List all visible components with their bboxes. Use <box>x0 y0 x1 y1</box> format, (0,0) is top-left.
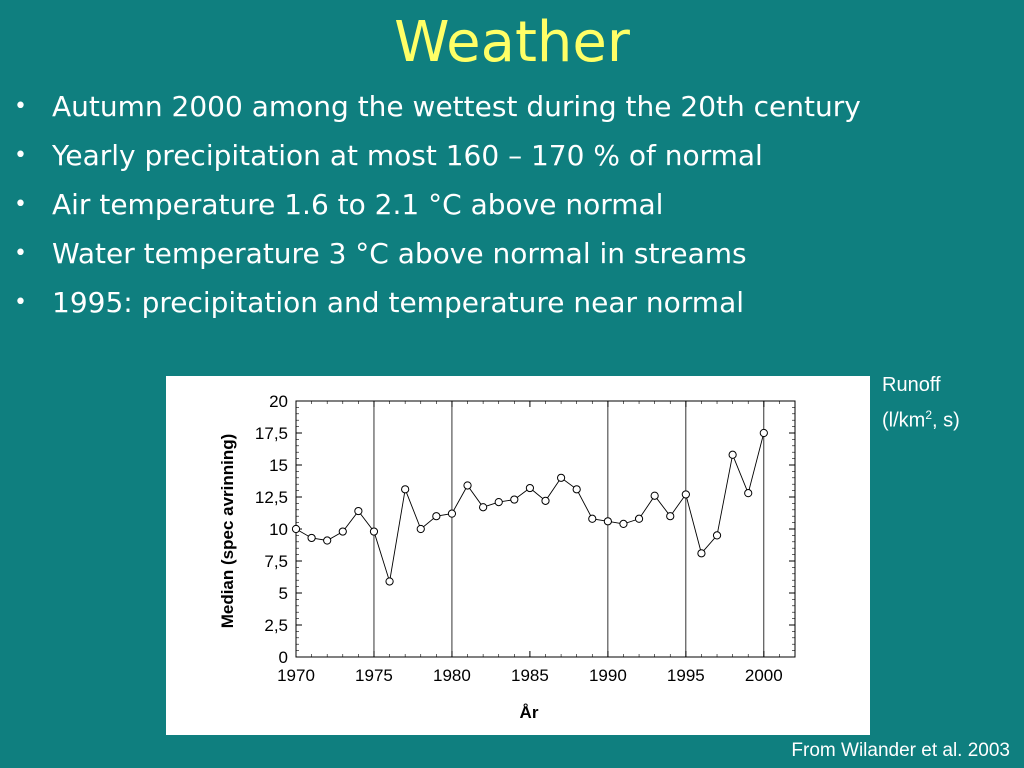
runoff-units-prefix: (l/km <box>882 409 926 432</box>
data-point <box>712 531 722 540</box>
bullet-text: Autumn 2000 among the wettest during the… <box>52 90 861 123</box>
y-tick-label: 5 <box>279 584 288 603</box>
slide-title: Weather <box>394 10 630 75</box>
y-tick-label: 17,5 <box>255 424 288 443</box>
runoff-units: (l/km2, s) <box>882 400 960 436</box>
runoff-chart-svg: 0 2,5 5 7,5 10 12,5 15 17,5 20 1970 1975 1980 1985 19… <box>218 392 796 722</box>
data-point <box>744 489 753 498</box>
bullet-text: Yearly precipitation at most 160 – 170 %… <box>52 139 763 172</box>
data-point <box>681 490 690 499</box>
data-point <box>494 498 503 507</box>
data-point <box>463 481 472 490</box>
data-point <box>556 473 566 482</box>
x-axis-label: År <box>520 703 539 722</box>
runoff-unit-label: Runoff (l/km2, s) <box>882 370 960 436</box>
data-point <box>650 491 659 500</box>
x-tick-label: 1985 <box>511 666 549 685</box>
series-line <box>295 432 765 582</box>
data-point <box>369 527 379 536</box>
data-point <box>432 512 441 521</box>
data-point <box>603 517 612 526</box>
y-tick-label: 15 <box>269 456 288 475</box>
x-tick-label: 1970 <box>277 666 315 685</box>
data-point <box>416 524 425 534</box>
data-point <box>572 485 581 494</box>
bullet-icon: • <box>14 143 27 168</box>
data-point <box>759 428 768 438</box>
runoff-units-superscript: 2 <box>925 408 933 422</box>
bullet-item: • Air temperature 1.6 to 2.1 °C above nor… <box>14 180 1004 229</box>
runoff-label: Runoff <box>882 374 941 396</box>
data-point <box>447 509 457 518</box>
data-point <box>697 549 706 558</box>
data-point <box>541 496 550 505</box>
data-point <box>354 506 363 516</box>
y-tick-label: 2,5 <box>264 616 288 635</box>
citation: From Wilander et al. 2003 <box>791 740 1010 761</box>
bullet-item: • Yearly precipitation at most 160 – 170 … <box>14 131 1004 180</box>
x-tick-label: 1980 <box>433 666 471 685</box>
y-tick-label: 20 <box>269 392 288 411</box>
bullet-item: • Autumn 2000 among the wettest during th… <box>14 82 1004 131</box>
bullet-icon: • <box>14 290 27 315</box>
bullet-item: • Water temperature 3 °C above normal in … <box>14 229 1004 278</box>
y-tick-label: 0 <box>279 648 288 667</box>
bullet-icon: • <box>14 241 27 266</box>
runoff-units-suffix: , s) <box>932 409 960 432</box>
y-tick-label: 12,5 <box>255 488 288 507</box>
bullet-text: Water temperature 3 °C above normal in s… <box>52 237 747 270</box>
x-tick-label: 2000 <box>745 666 783 685</box>
data-point <box>291 524 301 534</box>
bullet-item: • 1995: precipitation and temperature nea… <box>14 278 1004 327</box>
plot-layer: 0 2,5 5 7,5 10 12,5 15 17,5 20 1970 1975 1980 1985 19… <box>255 392 796 685</box>
data-point <box>510 495 519 504</box>
x-tick-label: 1990 <box>589 666 627 685</box>
data-point <box>634 514 644 523</box>
bullet-text: 1995: precipitation and temperature near… <box>52 286 745 319</box>
data-point <box>323 536 332 545</box>
bullet-icon: • <box>14 192 27 217</box>
data-point <box>525 483 535 493</box>
data-point <box>338 527 347 536</box>
data-point <box>307 533 316 543</box>
bullet-text: Air temperature 1.6 to 2.1 °C above norm… <box>52 188 664 221</box>
bullet-icon: • <box>14 94 27 119</box>
data-point <box>619 519 628 528</box>
data-point <box>588 514 597 523</box>
runoff-chart: 0 2,5 5 7,5 10 12,5 15 17,5 20 1970 1975 1980 1985 19… <box>166 376 870 735</box>
y-tick-label: 7,5 <box>264 552 288 571</box>
data-point <box>479 503 488 512</box>
y-tick-label: 10 <box>269 520 288 539</box>
x-tick-label: 1975 <box>355 666 393 685</box>
y-axis-label: Median (spec avrinning) <box>218 434 237 629</box>
data-point <box>385 577 394 586</box>
data-point <box>666 512 675 521</box>
data-point <box>401 485 410 494</box>
bullet-list: • Autumn 2000 among the wettest during th… <box>14 82 1004 327</box>
x-tick-label: 1995 <box>667 666 705 685</box>
data-point <box>728 450 737 459</box>
